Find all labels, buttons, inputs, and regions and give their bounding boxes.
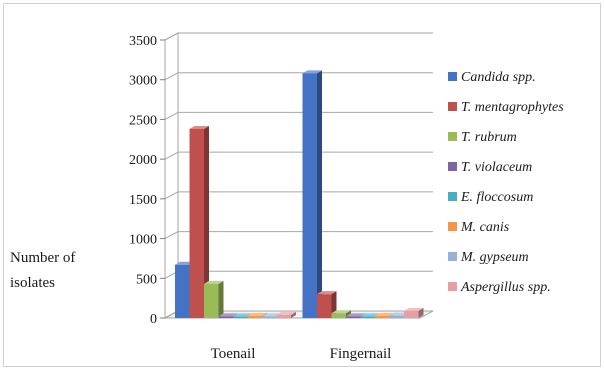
bar-top	[247, 313, 267, 317]
legend-label: T. mentagrophytes	[461, 100, 564, 115]
bar	[175, 264, 190, 318]
bar-top	[302, 70, 322, 74]
y-tick-label: 3000	[129, 74, 157, 89]
y-tick-label: 1500	[129, 193, 157, 208]
y-axis-title-line-1: Number of	[10, 250, 75, 266]
gridline-diagonal	[164, 191, 179, 200]
bar	[233, 316, 248, 318]
bar-top	[218, 313, 238, 317]
legend-label: T. violaceum	[461, 160, 532, 175]
bar-side	[317, 70, 322, 318]
bar-top	[404, 307, 424, 311]
bar	[247, 316, 262, 318]
bar	[331, 313, 346, 318]
y-tick-label: 1000	[129, 233, 157, 248]
bar	[404, 310, 419, 318]
legend-swatch	[448, 132, 457, 141]
legend-label: T. rubrum	[461, 130, 517, 145]
bar	[360, 316, 375, 318]
legend-label: M. gypseum	[460, 250, 529, 265]
legend-swatch	[448, 282, 457, 291]
bar	[218, 316, 233, 318]
bar	[189, 128, 204, 318]
bar-top	[317, 291, 337, 295]
bar	[389, 315, 404, 318]
bar	[302, 73, 317, 318]
legend-label: Candida spp.	[461, 70, 536, 85]
bar-top	[360, 313, 380, 317]
bar-top	[204, 280, 224, 284]
gridline-diagonal	[164, 32, 179, 41]
legend-swatch	[448, 72, 457, 81]
y-tick-label: 3500	[129, 34, 157, 49]
bar	[262, 316, 277, 318]
bar-top	[331, 310, 351, 314]
bar-top	[346, 313, 366, 317]
y-tick-label: 500	[136, 272, 157, 287]
bar-side	[418, 307, 424, 318]
bar-marks	[175, 70, 424, 319]
bar	[204, 283, 219, 318]
bar	[375, 316, 390, 318]
legend-swatch	[448, 102, 457, 111]
bar	[346, 316, 361, 318]
chart-frame	[3, 3, 601, 367]
y-tick-labels: 0 500 1000 1500 2000 2500 3000 3500	[129, 34, 157, 327]
bar-side	[218, 280, 224, 318]
y-tick-label: 2000	[129, 153, 157, 168]
y-tick-label: 2500	[129, 113, 157, 128]
legend-swatch	[448, 192, 457, 201]
legend-label: E. floccosum	[460, 190, 533, 205]
category-labels: Toenail Fingernail	[211, 346, 392, 362]
bar	[317, 294, 332, 318]
bar	[276, 314, 291, 318]
legend-swatch	[448, 222, 457, 231]
y-tick-label: 0	[150, 312, 157, 327]
bar-side	[204, 125, 209, 319]
legend-swatch	[448, 252, 457, 261]
legend-swatch	[448, 162, 457, 171]
bar-side	[291, 311, 296, 318]
gridline-diagonal	[164, 151, 179, 160]
gridline-diagonal	[164, 72, 179, 81]
category-label: Toenail	[211, 346, 256, 362]
gridline-diagonal	[164, 231, 179, 240]
legend: Candida spp. T. mentagrophytes T. rubrum T.…	[448, 70, 564, 295]
y-axis-title-line-2: isolates	[10, 275, 55, 291]
legend-label: M. canis	[460, 220, 510, 235]
bar-top	[375, 313, 395, 317]
bar-top	[276, 311, 296, 315]
gridline-diagonal	[164, 111, 179, 120]
bar-top	[189, 125, 209, 129]
bar-top	[233, 313, 253, 317]
legend-label: Aspergillus spp.	[460, 280, 551, 295]
category-label: Fingernail	[330, 346, 392, 362]
